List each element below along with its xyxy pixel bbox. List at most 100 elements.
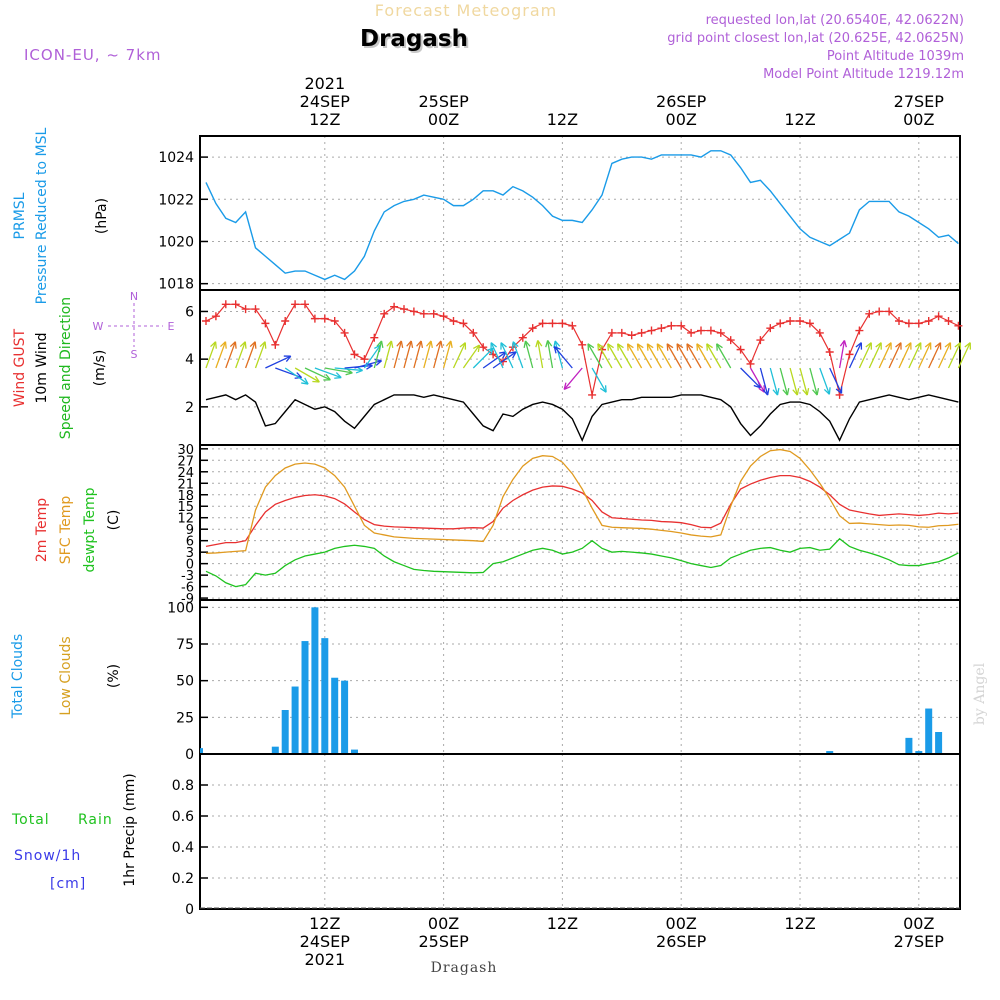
wind-arrow-head bbox=[545, 340, 553, 348]
gust-marker bbox=[637, 328, 646, 337]
gust-marker bbox=[588, 390, 597, 399]
gust-marker bbox=[944, 317, 953, 325]
top-time-label: 24SEP bbox=[300, 92, 351, 111]
wind-arrow bbox=[706, 343, 722, 369]
wind-arrow-head bbox=[490, 342, 498, 350]
pressure-msl-label: Pressure Reduced to MSL bbox=[34, 127, 50, 304]
wind-arrow bbox=[617, 343, 633, 369]
gust-marker bbox=[697, 326, 705, 335]
sfc-temp-line bbox=[205, 448, 959, 554]
cloud-bar bbox=[915, 751, 923, 754]
wind-arrow bbox=[403, 340, 412, 369]
wind-arrow bbox=[294, 367, 320, 383]
wind-arrow bbox=[838, 340, 846, 369]
top-time-label: 12Z bbox=[309, 110, 340, 129]
gust-marker bbox=[706, 326, 715, 335]
clouds-unit: (%) bbox=[106, 664, 122, 688]
ytick-label: 0.2 bbox=[172, 871, 194, 887]
wind-arrow bbox=[244, 341, 256, 369]
wind-arrow-head bbox=[283, 355, 292, 363]
wind-arrow-head bbox=[599, 385, 607, 393]
gust-marker bbox=[796, 317, 804, 325]
panel-frame bbox=[199, 444, 961, 601]
wind-arrow bbox=[563, 367, 583, 390]
gust-marker bbox=[736, 345, 745, 354]
gust-marker bbox=[231, 300, 240, 309]
wind-arrow-head bbox=[885, 342, 892, 350]
cloud-bar bbox=[826, 751, 834, 754]
wind-arrow-head bbox=[706, 343, 713, 351]
ytick-label: 24 bbox=[177, 466, 194, 481]
wind-arrow-head bbox=[312, 375, 320, 383]
wind-arrow-head bbox=[459, 342, 467, 350]
gust-marker bbox=[330, 317, 339, 325]
wind-arrow bbox=[423, 340, 432, 369]
gust-marker bbox=[855, 326, 864, 335]
wind-arrow bbox=[666, 343, 682, 369]
wind-arrow-head bbox=[386, 340, 394, 348]
wind-arrow-head bbox=[839, 340, 847, 348]
gust-marker bbox=[301, 300, 309, 309]
top-time-label: 25SEP bbox=[418, 92, 469, 111]
top-time-label: 00Z bbox=[903, 110, 934, 129]
gust-marker bbox=[221, 300, 230, 309]
wind-arrow-head bbox=[914, 342, 922, 350]
ytick-label: 6 bbox=[186, 535, 194, 550]
gust-marker bbox=[400, 305, 408, 314]
cloud-bar bbox=[331, 677, 339, 754]
gust-marker bbox=[954, 321, 963, 330]
wind-arrow bbox=[546, 340, 554, 369]
wind-arrow bbox=[324, 367, 353, 374]
total-rain-label: Total bbox=[11, 812, 50, 828]
snow-label: Snow/1h bbox=[14, 848, 81, 864]
gust-marker bbox=[627, 331, 636, 340]
wind-arrow-head bbox=[416, 340, 424, 348]
gridpoint-coords: grid point closest lon,lat (20.625E, 42.… bbox=[667, 31, 964, 46]
wind-arrow-head bbox=[855, 342, 863, 350]
gust-marker bbox=[914, 319, 923, 328]
wind-arrow bbox=[957, 342, 971, 369]
wind-arrow-head bbox=[792, 388, 800, 396]
ytick-label: 2 bbox=[185, 400, 194, 416]
wind-arrow bbox=[512, 341, 524, 369]
location-title: Dragash bbox=[362, 28, 470, 54]
wind-arrow-head bbox=[435, 340, 443, 348]
wind-arrow bbox=[779, 367, 789, 396]
gust-marker bbox=[746, 359, 755, 368]
wind-arrow-head bbox=[676, 343, 684, 351]
wind-arrow bbox=[686, 343, 702, 369]
ytick-label: 0.6 bbox=[172, 809, 194, 825]
compass-s: S bbox=[131, 348, 138, 361]
bottom-time-label: 27SEP bbox=[894, 932, 945, 951]
gust-marker bbox=[538, 319, 547, 328]
wind-arrow-head bbox=[934, 342, 942, 350]
wind-arrow-head bbox=[334, 372, 342, 379]
wind-arrow-head bbox=[425, 340, 433, 348]
wind-arrow bbox=[492, 351, 517, 369]
precip-axis-label: 1hr Precip (mm) bbox=[122, 773, 138, 886]
wind-panel: 2 4 6 bbox=[185, 289, 971, 446]
wind-arrow-head bbox=[486, 347, 494, 356]
wind-gust-label: Wind GUST bbox=[12, 328, 28, 407]
wind-arrow-head bbox=[835, 386, 843, 394]
ytick-label: 25 bbox=[176, 710, 194, 726]
wind-arrow-head bbox=[626, 343, 634, 351]
credit-watermark: by Angel bbox=[972, 662, 988, 725]
wind-arrow bbox=[472, 347, 494, 369]
wind-arrow bbox=[819, 367, 830, 395]
ytick-label: 15 bbox=[177, 500, 194, 515]
gust-marker bbox=[429, 309, 438, 318]
wind-arrow-head bbox=[210, 341, 217, 349]
cloud-bar bbox=[905, 737, 913, 754]
ytick-label: 1024 bbox=[158, 150, 194, 166]
footer-location: Dragash bbox=[431, 960, 498, 976]
wind-arrow bbox=[254, 341, 266, 369]
wind-arrow-head bbox=[249, 341, 257, 349]
gust-marker bbox=[528, 324, 537, 333]
wind-arrow bbox=[265, 355, 292, 369]
gust-marker bbox=[310, 314, 319, 323]
top-time-label: 00Z bbox=[428, 110, 459, 129]
gust-marker bbox=[211, 312, 220, 321]
wind-10m-label: 10m Wind bbox=[34, 332, 50, 403]
